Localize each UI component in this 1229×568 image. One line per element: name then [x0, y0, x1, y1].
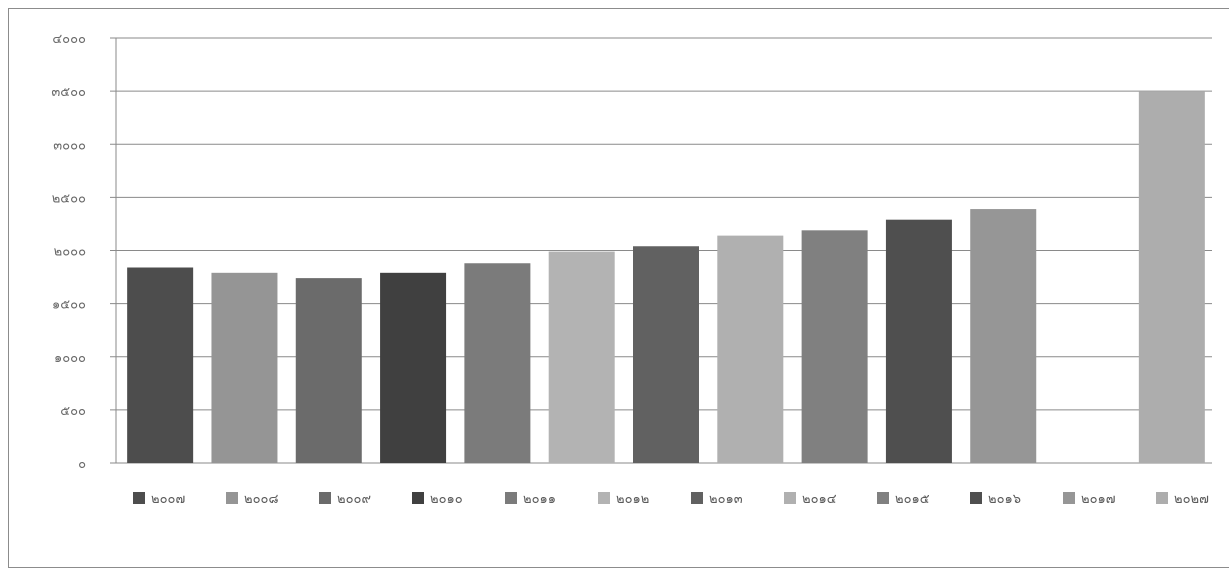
- legend-swatch: [1156, 492, 1168, 504]
- bar: [211, 272, 278, 463]
- legend-label: ๒๐๐๘: [244, 492, 278, 507]
- bars: [127, 91, 1205, 463]
- legend: ๒๐๐๗ ๒๐๐๘ ๒๐๐๙ ๒๐๑๐ ๒๐๑๑ ๒๐๑๒ ๒๐๑๓ ๒๐๑๔ ๒๐๑๕ ๒๐๑๖…: [133, 492, 1209, 507]
- legend-swatch: [784, 492, 796, 504]
- legend-label: ๒๐๑๒: [616, 492, 649, 507]
- legend-swatch: [598, 492, 610, 504]
- legend-label: ๒๐๐๗: [151, 492, 185, 507]
- y-tick-label: ๕๐๐: [60, 404, 86, 419]
- bar: [295, 278, 362, 463]
- legend-label: ๒๐๑๓: [709, 492, 743, 507]
- bar: [464, 263, 531, 463]
- legend-label: ๒๐๑๖: [988, 492, 1021, 507]
- y-tick-label: ๒๐๐๐: [54, 245, 86, 260]
- legend-swatch: [319, 492, 331, 504]
- legend-label: ๒๐๑๔: [802, 492, 837, 507]
- bar: [380, 272, 447, 463]
- legend-swatch: [691, 492, 703, 504]
- bar: [548, 251, 615, 463]
- legend-label: ๒๐๐๙: [337, 492, 371, 507]
- y-tick-label: ๐: [78, 457, 86, 472]
- legend-label: ๒๐๒๗: [1174, 492, 1209, 507]
- legend-label: ๒๐๑๐: [430, 492, 463, 507]
- legend-swatch: [226, 492, 238, 504]
- legend-swatch: [133, 492, 145, 504]
- bar: [717, 235, 784, 463]
- legend-swatch: [1063, 492, 1075, 504]
- legend-label: ๒๐๑๕: [895, 492, 930, 507]
- legend-swatch: [412, 492, 424, 504]
- bar: [1138, 91, 1205, 463]
- y-tick-label: ๔๐๐๐: [52, 32, 86, 47]
- bar: [633, 246, 699, 463]
- bar: [127, 267, 194, 463]
- legend-label: ๒๐๑๑: [523, 492, 556, 507]
- y-axis: ๐ ๕๐๐ ๑๐๐๐ ๑๕๐๐ ๒๐๐๐ ๒๕๐๐ ๓๐๐๐ ๓๕๐๐ ๔๐๐๐: [51, 32, 117, 472]
- y-tick-label: ๑๐๐๐: [54, 351, 86, 366]
- bar: [970, 209, 1037, 463]
- legend-label: ๒๐๑๗: [1081, 492, 1116, 507]
- y-tick-label: ๒๕๐๐: [52, 191, 86, 206]
- y-tick-label: ๓๕๐๐: [51, 85, 86, 100]
- bar: [801, 230, 868, 463]
- legend-swatch: [970, 492, 982, 504]
- y-tick-label: ๓๐๐๐: [53, 138, 86, 153]
- legend-swatch: [877, 492, 889, 504]
- bar: [885, 219, 952, 463]
- y-tick-label: ๑๕๐๐: [52, 298, 86, 313]
- legend-swatch: [505, 492, 517, 504]
